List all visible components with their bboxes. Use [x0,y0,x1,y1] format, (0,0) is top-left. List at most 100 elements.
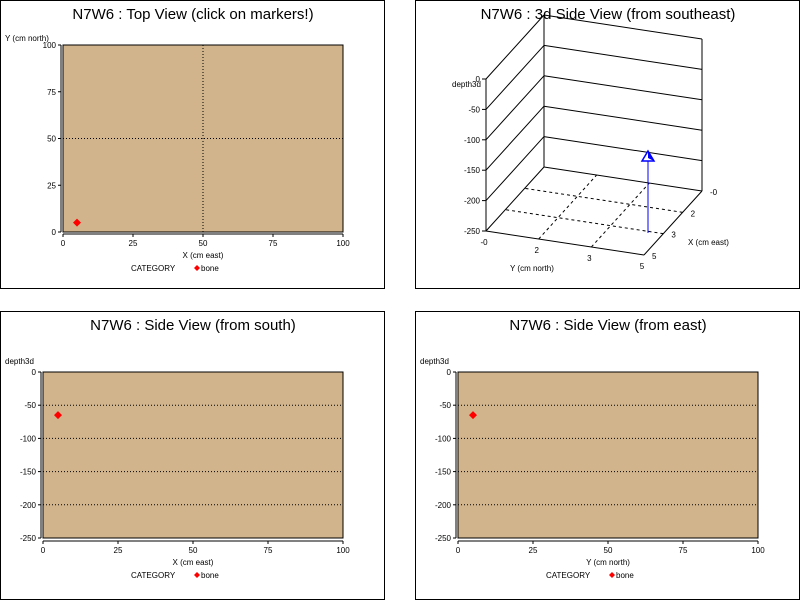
y-tick-label: 100 [43,41,57,50]
legend-title: CATEGORY [546,571,591,580]
chart-title: N7W6 : Top View (click on markers!) [72,6,313,23]
legend-marker-bone [194,572,200,578]
floor-edge-front-left [485,230,645,256]
floor-edge-back-right [543,166,703,192]
side-view-east-chart: N7W6 : Side View (from east) 0 -50 -100 -150… [420,317,765,580]
x-tick-label: 75 [679,546,688,555]
floor-edge-front-right [643,190,703,256]
wall-grid-left [485,105,545,171]
y-axis-label: depth3d [420,357,449,366]
y-tick-label: 0 [52,228,57,237]
z-tick-label: -100 [464,136,481,145]
x-tick-label: 5 [652,252,657,261]
x-tick-label: 25 [114,546,123,555]
y-tick-label: 0 [32,368,37,377]
x-tick-label: 100 [751,546,765,555]
z-axis-label: depth3d [452,80,481,89]
x-axis-label: X (cm east) [183,251,224,260]
x-tick-label: 0 [61,239,66,248]
wall-grid-left [485,75,545,141]
z-tick-label: -200 [464,197,481,206]
data-point-bone [469,411,477,420]
floor-edge-back-left [485,166,545,232]
wall-grid-right [543,136,703,162]
wall-grid-left [485,136,545,201]
top-view-chart: N7W6 : Top View (click on markers!) 0 25 50… [5,6,350,273]
data-point-bone [73,218,81,227]
floor-grid [524,187,683,213]
wall-grid-left [485,45,545,110]
y-axis-label: Y (cm north) [510,264,554,273]
wall-grid-right [543,75,703,101]
legend-marker-bone [609,572,615,578]
legend-entry-bone: bone [201,571,219,580]
y-tick-label: -100 [435,434,452,443]
chart-title: N7W6 : Side View (from south) [90,317,296,334]
wall-top-right [543,14,703,40]
top-view-panel: N7W6 : Top View (click on markers!) 0 25 50… [0,0,385,289]
wall-grid-right [543,44,703,70]
data-point-bone-shade [648,151,654,161]
y-tick-label: -150 [435,468,452,477]
x-tick-label: 50 [189,546,198,555]
chart-title: N7W6 : Side View (from east) [509,317,706,334]
y-tick-label: 75 [47,88,56,97]
y-tick-label: 5 [640,262,645,271]
legend-title: CATEGORY [131,264,176,273]
x-tick-label: 25 [129,239,138,248]
y-axis-label: depth3d [5,357,34,366]
x-axis-label: X (cm east) [173,558,214,567]
y-tick-label: -200 [20,501,37,510]
x-axis-label: X (cm east) [688,238,729,247]
y-tick-label: -200 [435,501,452,510]
x-tick-label: 50 [604,546,613,555]
legend-entry-bone: bone [616,571,634,580]
data-point-bone [54,411,62,420]
legend-marker-bone [194,265,200,271]
legend-entry-bone: bone [201,264,219,273]
z-tick-label: -250 [464,227,481,236]
x-tick-label: -0 [710,188,718,197]
chart-title: N7W6 : 3d Side View (from southeast) [481,6,736,23]
x-tick-label: 50 [199,239,208,248]
y-tick-label: 25 [47,181,56,190]
side-view-south-panel: N7W6 : Side View (from south) 0 -50 -100 -15… [0,311,385,600]
y-tick-label: 3 [587,254,592,263]
3d-side-view-chart: N7W6 : 3d Side View (from southeast) 0 -50… [452,6,736,273]
3d-side-view-panel: N7W6 : 3d Side View (from southeast) 0 -50… [415,0,800,289]
z-tick-label: -50 [468,105,480,114]
legend-title: CATEGORY [131,571,176,580]
y-tick-label: -0 [480,238,488,247]
y-tick-label: -150 [20,468,37,477]
y-tick-label: -50 [439,401,451,410]
z-tick-label: 0 [476,75,481,84]
x-tick-label: 2 [691,209,696,218]
y-tick-label: 2 [534,246,539,255]
y-tick-label: 50 [47,135,56,144]
y-tick-label: -50 [24,401,36,410]
y-tick-label: -250 [435,534,452,543]
y-tick-label: -100 [20,434,37,443]
x-tick-label: 75 [269,239,278,248]
wall-top-left [485,14,545,80]
x-axis-label: Y (cm north) [586,558,630,567]
x-tick-label: 75 [264,546,273,555]
x-tick-label: 100 [336,239,350,248]
y-axis-label: Y (cm north) [5,34,49,43]
plot-area [457,371,759,539]
y-tick-label: -250 [20,534,37,543]
x-tick-label: 3 [671,231,676,240]
z-tick-label: -150 [464,166,481,175]
plot-area [42,371,344,539]
y-tick-label: 0 [447,368,452,377]
floor-grid [505,209,664,235]
x-tick-label: 25 [529,546,538,555]
floor-grid [590,182,650,248]
x-tick-label: 100 [336,546,350,555]
wall-grid-right [543,105,703,131]
x-tick-label: 0 [456,546,461,555]
side-view-east-panel: N7W6 : Side View (from east) 0 -50 -100 -150… [415,311,800,600]
floor-grid [538,174,598,240]
x-tick-label: 0 [41,546,46,555]
side-view-south-chart: N7W6 : Side View (from south) 0 -50 -100 -15… [5,317,350,580]
